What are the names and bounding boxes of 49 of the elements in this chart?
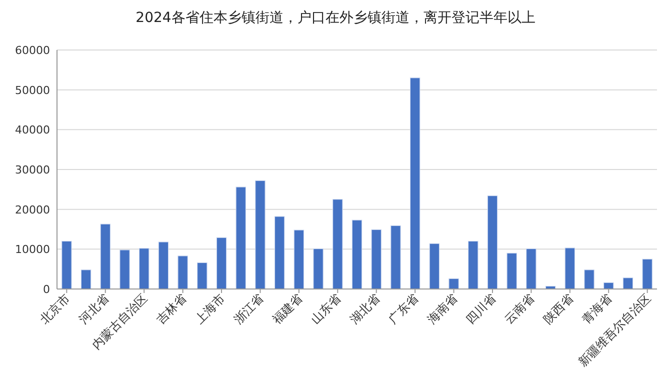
bar <box>138 248 150 290</box>
x-tick-label: 广东省 <box>386 291 422 327</box>
x-tick-label: 浙江省 <box>230 291 266 327</box>
bar <box>468 240 478 290</box>
bar <box>371 229 382 290</box>
y-tick-label: 20000 <box>15 203 50 216</box>
bar <box>313 248 324 290</box>
bar <box>178 256 188 290</box>
x-tick-label: 云南省 <box>502 291 538 327</box>
y-tick-label: 30000 <box>15 164 50 176</box>
bar <box>622 278 634 290</box>
bar <box>390 225 401 290</box>
x-tick-label: 陕西省 <box>540 291 576 327</box>
bar <box>100 224 111 290</box>
bar <box>216 237 227 290</box>
y-tick-label: 60000 <box>15 44 50 57</box>
bar <box>526 248 536 290</box>
bar <box>584 270 594 290</box>
chart-title: 2024各省住本乡镇街道，户口在外乡镇街道，离开登记半年以上 <box>136 10 536 26</box>
bar <box>158 242 169 290</box>
bar <box>197 262 208 290</box>
bar <box>429 243 440 290</box>
x-tick-label: 四川省 <box>463 291 499 327</box>
x-tick-label: 海南省 <box>424 291 460 327</box>
x-tick-label: 福建省 <box>270 291 306 327</box>
bar <box>294 230 304 290</box>
y-tick-label: 50000 <box>15 84 50 97</box>
bar <box>410 78 420 290</box>
y-tick-label: 10000 <box>15 243 50 256</box>
bar <box>448 278 459 290</box>
x-tick-label: 上海市 <box>192 291 228 327</box>
x-tick-label: 山东省 <box>308 291 344 327</box>
bar <box>274 216 285 290</box>
bar <box>120 250 130 290</box>
bar <box>332 199 343 290</box>
x-tick-label: 湖北省 <box>347 291 382 327</box>
bar <box>564 248 576 290</box>
bar <box>80 270 92 290</box>
bar <box>255 180 266 290</box>
x-tick-label: 吉林省 <box>154 291 189 327</box>
bar <box>236 186 246 290</box>
bar <box>642 258 652 290</box>
bar <box>352 220 362 290</box>
x-tick-label: 青海省 <box>579 291 615 327</box>
bar <box>487 195 498 290</box>
y-tick-label: 40000 <box>15 124 50 137</box>
bar <box>506 252 517 290</box>
y-tick-label: 0 <box>43 283 50 296</box>
bar <box>62 240 72 290</box>
